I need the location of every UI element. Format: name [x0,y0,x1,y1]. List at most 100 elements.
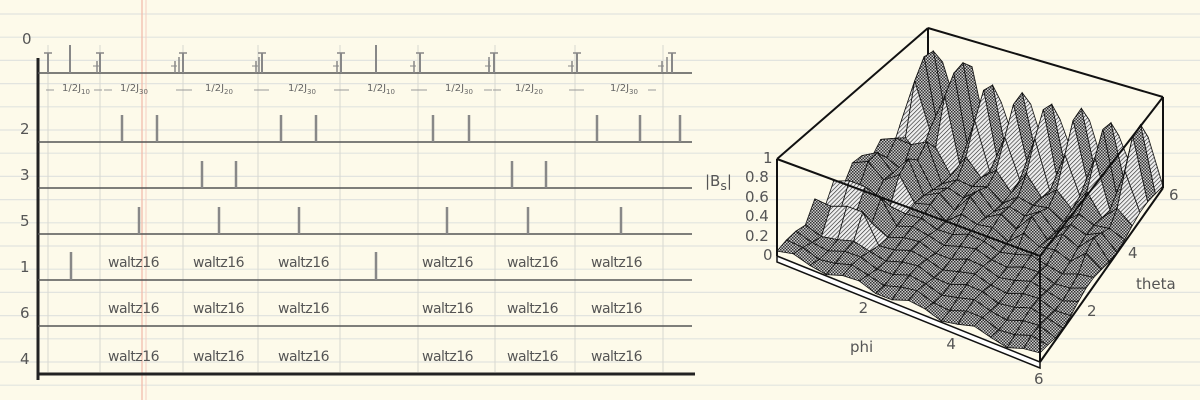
waltz16-decoupling-label-text: waltz16 [422,255,474,271]
pulse-180 [576,53,578,73]
waltz16-decoupling-label: waltz16 [422,349,474,365]
waltz16-decoupling-label: waltz16 [108,349,160,365]
pulse-90 [375,45,377,73]
pulse-90 [69,45,71,73]
delay-label-text: 1/2J [445,83,465,94]
x-axis-label: phi [850,338,873,356]
waltz16-decoupling-label: waltz16 [193,349,245,365]
delay-label: 1/2J10 [367,83,395,96]
waltz16-decoupling-label: waltz16 [278,301,330,317]
delay-label-text: 1/2J [288,83,308,94]
z-axis-label: |Bs| [705,172,732,193]
waltz16-decoupling-label-text: waltz16 [278,255,330,271]
small-pulse [336,61,338,73]
delay-label-text: 1/2J [120,83,140,94]
waltz16-decoupling-label-text: waltz16 [507,349,559,365]
pulse [374,252,378,280]
pulse [217,207,221,234]
pulse-180 [47,53,49,73]
x-tick-label: 6 [1034,370,1044,388]
z-tick-label: 0.6 [745,188,769,206]
pulse [544,161,548,188]
pulse-180 [671,53,673,73]
waltz16-decoupling-label: waltz16 [278,349,330,365]
z-axis-label-subscript: s [720,178,727,193]
delay-label-text: 1/2J [205,83,225,94]
small-pulse [258,57,260,73]
waltz16-decoupling-label: waltz16 [422,301,474,317]
small-pulse [96,61,98,73]
waltz16-decoupling-label-text: waltz16 [507,255,559,271]
x-axis-label-text: phi [850,338,874,356]
pulse [200,161,204,188]
waltz16-decoupling-label-text: waltz16 [108,349,160,365]
surface-patch [1022,334,1049,354]
channel-label: 6 [20,304,30,322]
delay-label-subscript: 30 [464,88,473,96]
y-tick-label-text: 6 [1169,186,1179,204]
x-tick-label-text: 6 [1034,370,1044,388]
pulse [510,161,514,188]
waltz16-decoupling-label-text: waltz16 [193,349,245,365]
waltz16-decoupling-label: waltz16 [108,301,160,317]
small-pulse [174,61,176,73]
waltz16-decoupling-label: waltz16 [591,301,643,317]
channel-label-text: 6 [20,304,30,322]
box-edge [927,27,1164,98]
z-tick-label-text: 0.6 [745,187,769,206]
pulse-180 [493,53,495,73]
z-axis-label-text: |B [705,172,721,190]
waltz16-decoupling-label-text: waltz16 [591,349,643,365]
delay-label-subscript: 30 [307,88,316,96]
channel-label: 2 [20,120,30,138]
x-tick-label: 4 [946,335,956,353]
y-tick-label-text: 2 [1087,302,1097,320]
waltz16-decoupling-label-text: waltz16 [591,255,643,271]
z-tick-label: 0.2 [745,227,769,245]
y-tick-label: 6 [1169,186,1179,204]
pulse [678,115,682,142]
waltz16-decoupling-label: waltz16 [108,255,160,271]
y-axis-label-text: theta [1136,275,1176,293]
waltz16-decoupling-label: waltz16 [422,255,474,271]
pulse [431,115,435,142]
channel-label-text: 5 [20,212,30,230]
x-tick-label-text: 4 [946,334,956,353]
channel-label: 0 [22,30,32,48]
channel-label-text: 3 [20,166,30,184]
pulse [155,115,159,142]
channel-label-text: 0 [22,30,32,48]
waltz16-decoupling-label: waltz16 [591,255,643,271]
small-pulse [661,61,663,73]
channel-label-text: 4 [20,350,30,368]
z-axis-label-end: | [726,172,732,190]
waltz16-decoupling-label: waltz16 [507,301,559,317]
waltz16-decoupling-label-text: waltz16 [278,349,330,365]
delay-label-subscript: 10 [386,88,395,96]
pulse [297,207,301,234]
waltz16-decoupling-label: waltz16 [193,301,245,317]
y-tick-label: 4 [1128,244,1138,262]
pulse [120,115,124,142]
waltz16-decoupling-label-text: waltz16 [507,301,559,317]
pulse [595,115,599,142]
channel-label: 1 [20,258,30,276]
pulse [445,207,449,234]
delay-label: 1/2J30 [120,83,148,96]
waltz16-decoupling-label-text: waltz16 [422,349,474,365]
y-axis-label: theta [1136,275,1176,293]
small-pulse [488,57,490,73]
delay-label: 1/2J10 [62,83,90,96]
small-pulse [666,57,668,73]
pulse [314,115,318,142]
channel-label: 4 [20,350,30,368]
pulse [526,207,530,234]
pulse [69,252,73,280]
delay-label-text: 1/2J [610,83,630,94]
delay-label-text: 1/2J [515,83,535,94]
waltz16-decoupling-label-text: waltz16 [193,255,245,271]
waltz16-decoupling-label-text: waltz16 [193,301,245,317]
channel-label-text: 2 [20,120,30,138]
delay-label-subscript: 20 [224,88,233,96]
box-edge [1039,96,1164,257]
